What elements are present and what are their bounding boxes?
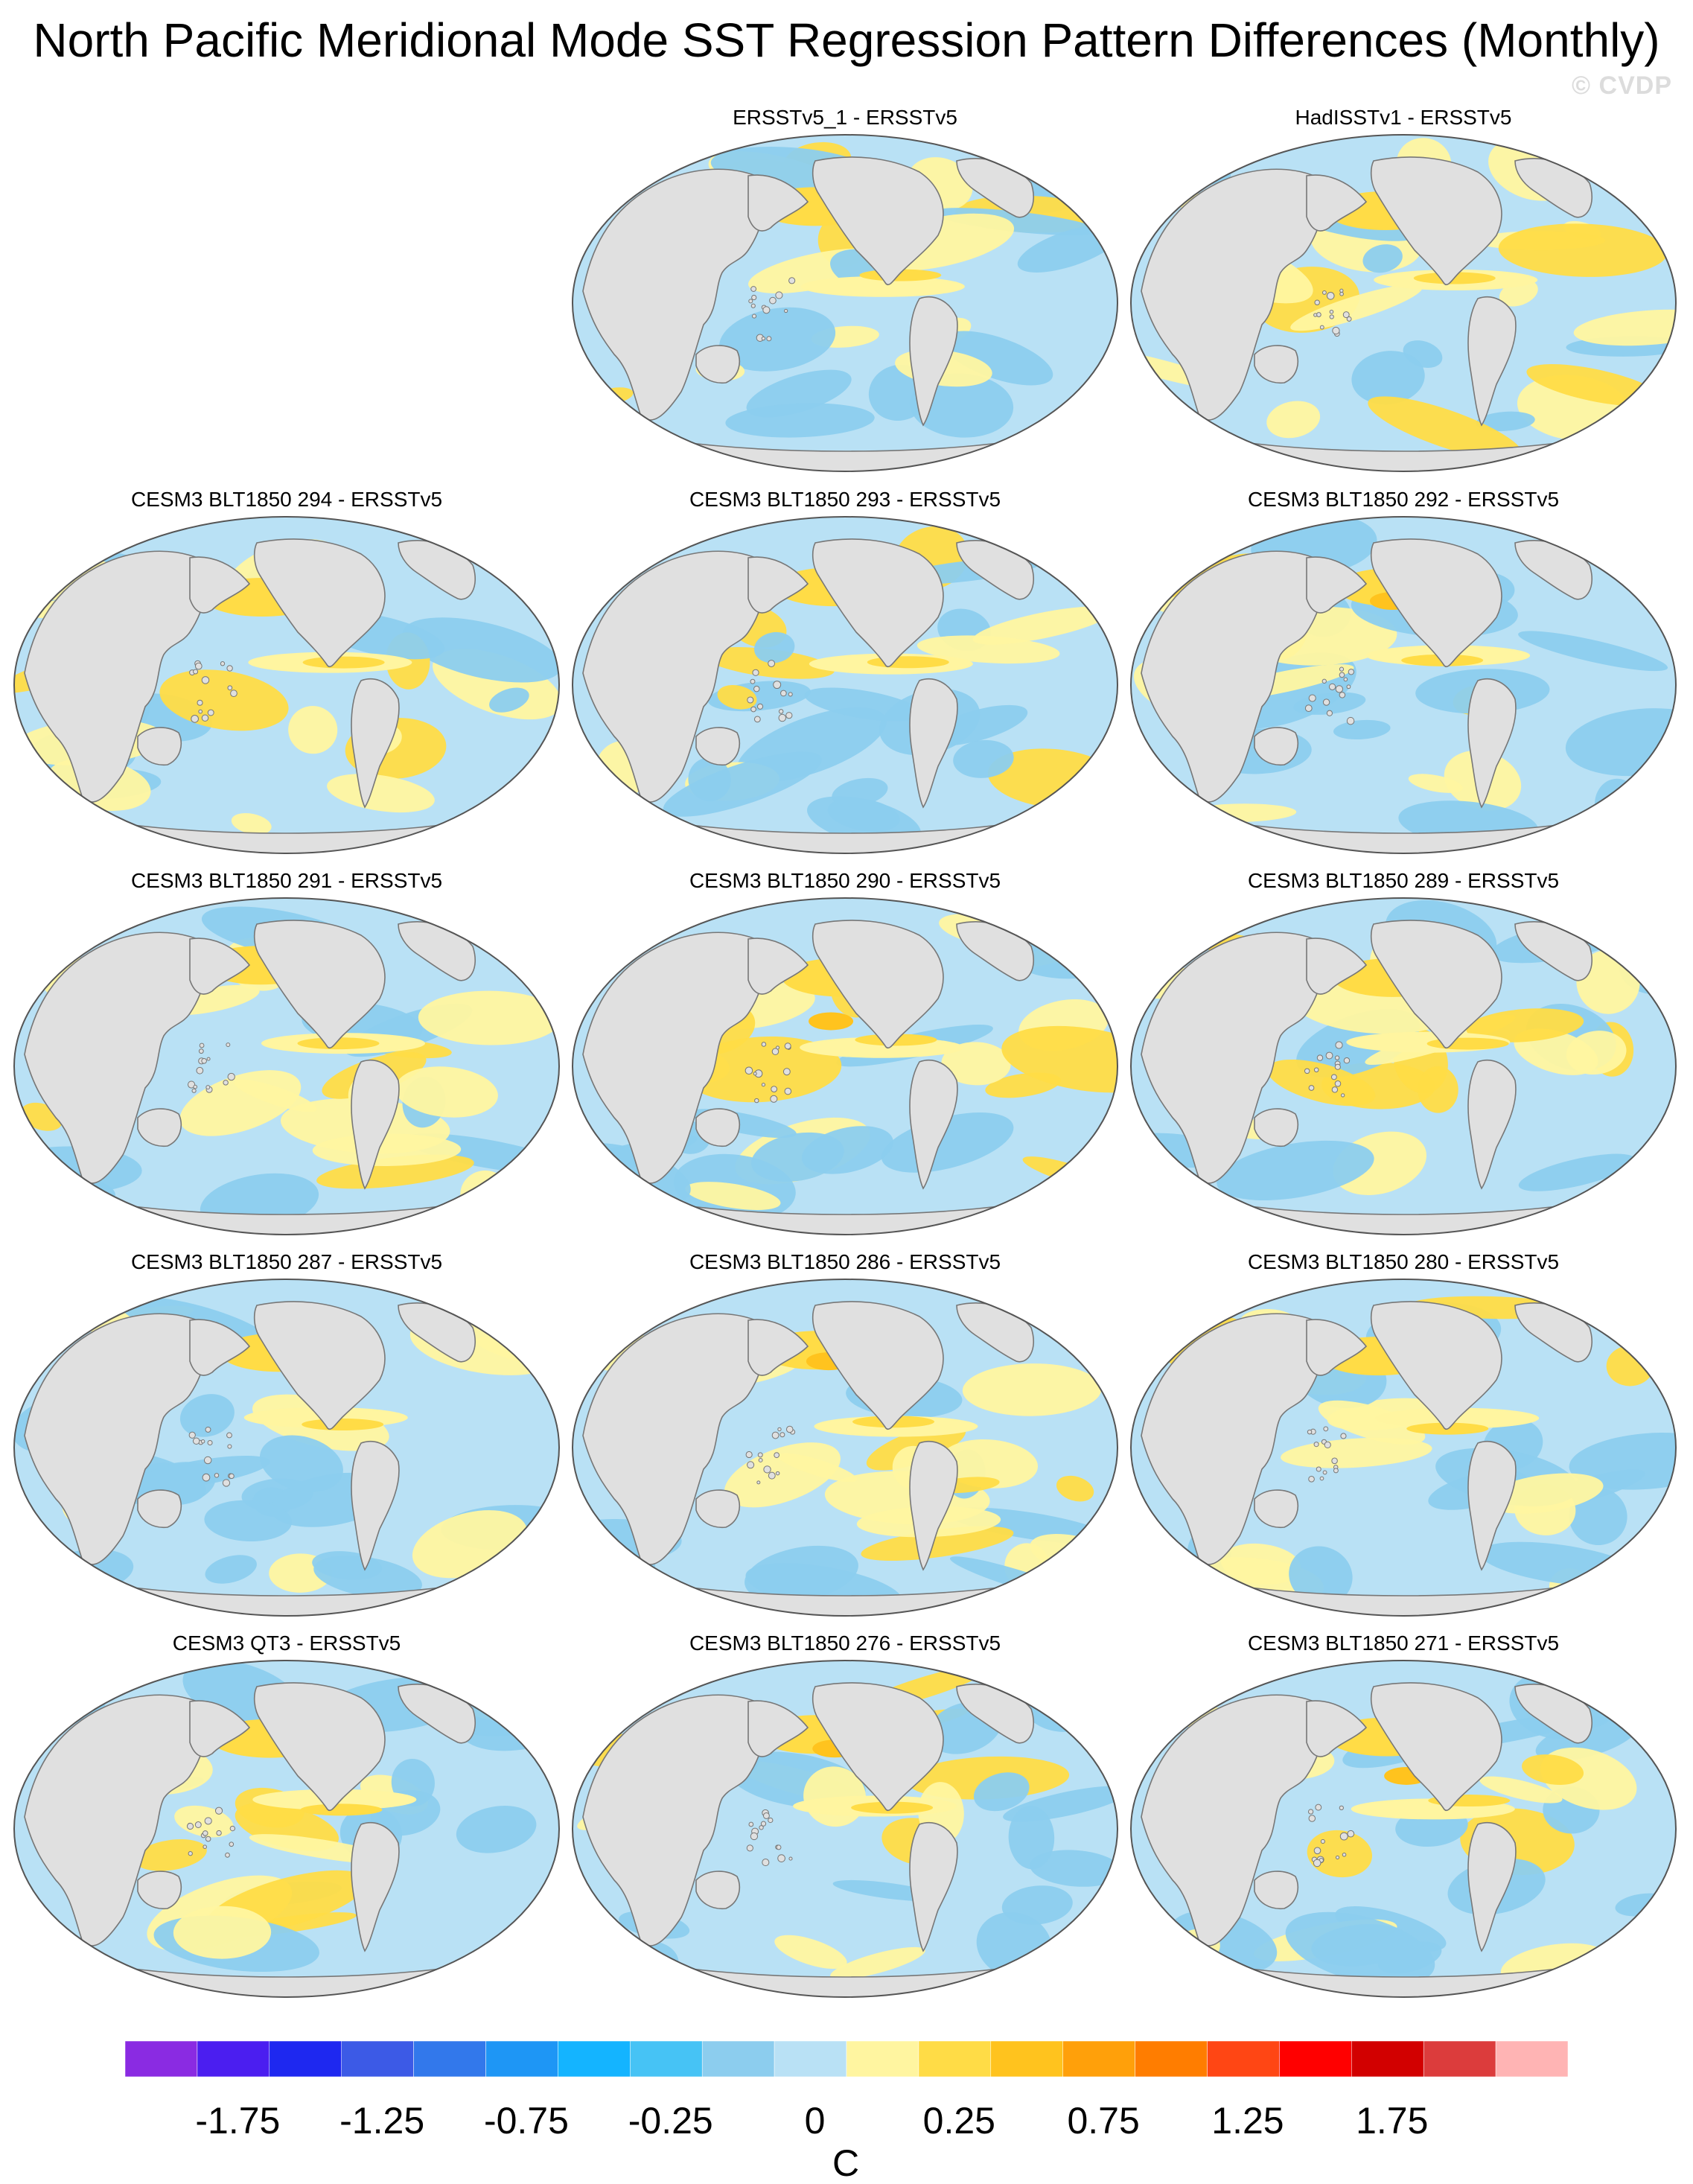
colorbar-unit: C [832,2142,860,2184]
world-map [13,1660,560,1998]
map-panel: CESM3 BLT1850 293 - ERSSTv5 [570,486,1120,862]
watermark-text: © CVDP [1572,71,1672,100]
world-map [572,897,1118,1235]
colorbar [125,2041,1568,2078]
map-panel: CESM3 BLT1850 280 - ERSSTv5 [1128,1249,1679,1625]
colorbar-swatch [1351,2041,1424,2078]
map-panel: CESM3 BLT1850 286 - ERSSTv5 [570,1249,1120,1625]
panel-title: CESM3 BLT1850 280 - ERSSTv5 [1247,1250,1560,1273]
colorbar-swatch [1207,2041,1280,2078]
panel-title: CESM3 BLT1850 276 - ERSSTv5 [689,1631,1001,1655]
colorbar-swatch [918,2041,992,2078]
map-panel: CESM3 BLT1850 294 - ERSSTv5 [11,486,562,862]
colorbar-swatch [1062,2041,1135,2078]
world-map [572,1279,1118,1617]
world-map [572,134,1118,472]
world-map [13,1279,560,1617]
map-panel: ERSSTv5_1 - ERSSTv5 [570,104,1120,480]
map-panel: CESM3 QT3 - ERSSTv5 [11,1630,562,2006]
world-map [13,516,560,854]
colorbar-tick-label: 0.25 [922,2100,996,2142]
panel-title: CESM3 BLT1850 293 - ERSSTv5 [689,488,1001,511]
map-panel: CESM3 BLT1850 290 - ERSSTv5 [570,867,1120,1244]
colorbar-tick-label: 1.75 [1356,2100,1429,2142]
panel-title: CESM3 BLT1850 286 - ERSSTv5 [689,1250,1001,1273]
panel-title: ERSSTv5_1 - ERSSTv5 [733,106,957,129]
world-map [13,897,560,1235]
colorbar-swatch [341,2041,414,2078]
panel-title: HadISSTv1 - ERSSTv5 [1295,106,1512,129]
colorbar-tick-label: -1.75 [195,2100,281,2142]
world-map [1130,1279,1677,1617]
map-panel: CESM3 BLT1850 289 - ERSSTv5 [1128,867,1679,1244]
map-panel: CESM3 BLT1850 291 - ERSSTv5 [11,867,562,1244]
colorbar-swatch [269,2041,342,2078]
colorbar-tick-label: 0.75 [1067,2100,1140,2142]
panel-title: CESM3 BLT1850 290 - ERSSTv5 [689,869,1001,892]
colorbar-swatch [413,2041,486,2078]
colorbar-tick-label: -0.75 [483,2100,569,2142]
colorbar-swatch [1279,2041,1352,2078]
colorbar-tick-label: 0 [804,2100,826,2142]
panel-title: CESM3 BLT1850 291 - ERSSTv5 [130,869,443,892]
world-map [1130,134,1677,472]
colorbar-tick-label: -0.25 [628,2100,713,2142]
colorbar-swatch [774,2041,847,2078]
colorbar-tick-label: -1.25 [339,2100,425,2142]
colorbar-swatch [701,2041,775,2078]
colorbar-swatch [125,2041,198,2078]
colorbar-swatch [990,2041,1063,2078]
world-map [1130,516,1677,854]
panel-title: CESM3 QT3 - ERSSTv5 [172,1631,401,1655]
world-map [572,1660,1118,1998]
map-panel: CESM3 BLT1850 292 - ERSSTv5 [1128,486,1679,862]
map-panel: CESM3 BLT1850 271 - ERSSTv5 [1128,1630,1679,2006]
panel-title: CESM3 BLT1850 289 - ERSSTv5 [1247,869,1560,892]
colorbar-swatch [1495,2041,1568,2078]
map-panel: CESM3 BLT1850 276 - ERSSTv5 [570,1630,1120,2006]
map-panel: CESM3 BLT1850 287 - ERSSTv5 [11,1249,562,1625]
panel-title: CESM3 BLT1850 271 - ERSSTv5 [1247,1631,1560,1655]
panel-title: CESM3 BLT1850 294 - ERSSTv5 [130,488,443,511]
world-map [1130,1660,1677,1998]
colorbar-swatch [630,2041,703,2078]
colorbar-swatch [558,2041,631,2078]
page-title: North Pacific Meridional Mode SST Regres… [33,13,1660,67]
colorbar-swatch [846,2041,919,2078]
panel-title: CESM3 BLT1850 287 - ERSSTv5 [130,1250,443,1273]
colorbar-tick-label: 1.25 [1211,2100,1284,2142]
world-map [572,516,1118,854]
colorbar-swatch [1135,2041,1208,2078]
colorbar-swatch [1423,2041,1496,2078]
colorbar-swatch [197,2041,270,2078]
map-panel: HadISSTv1 - ERSSTv5 [1128,104,1679,480]
colorbar-swatch [485,2041,558,2078]
panel-title: CESM3 BLT1850 292 - ERSSTv5 [1247,488,1560,511]
world-map [1130,897,1677,1235]
